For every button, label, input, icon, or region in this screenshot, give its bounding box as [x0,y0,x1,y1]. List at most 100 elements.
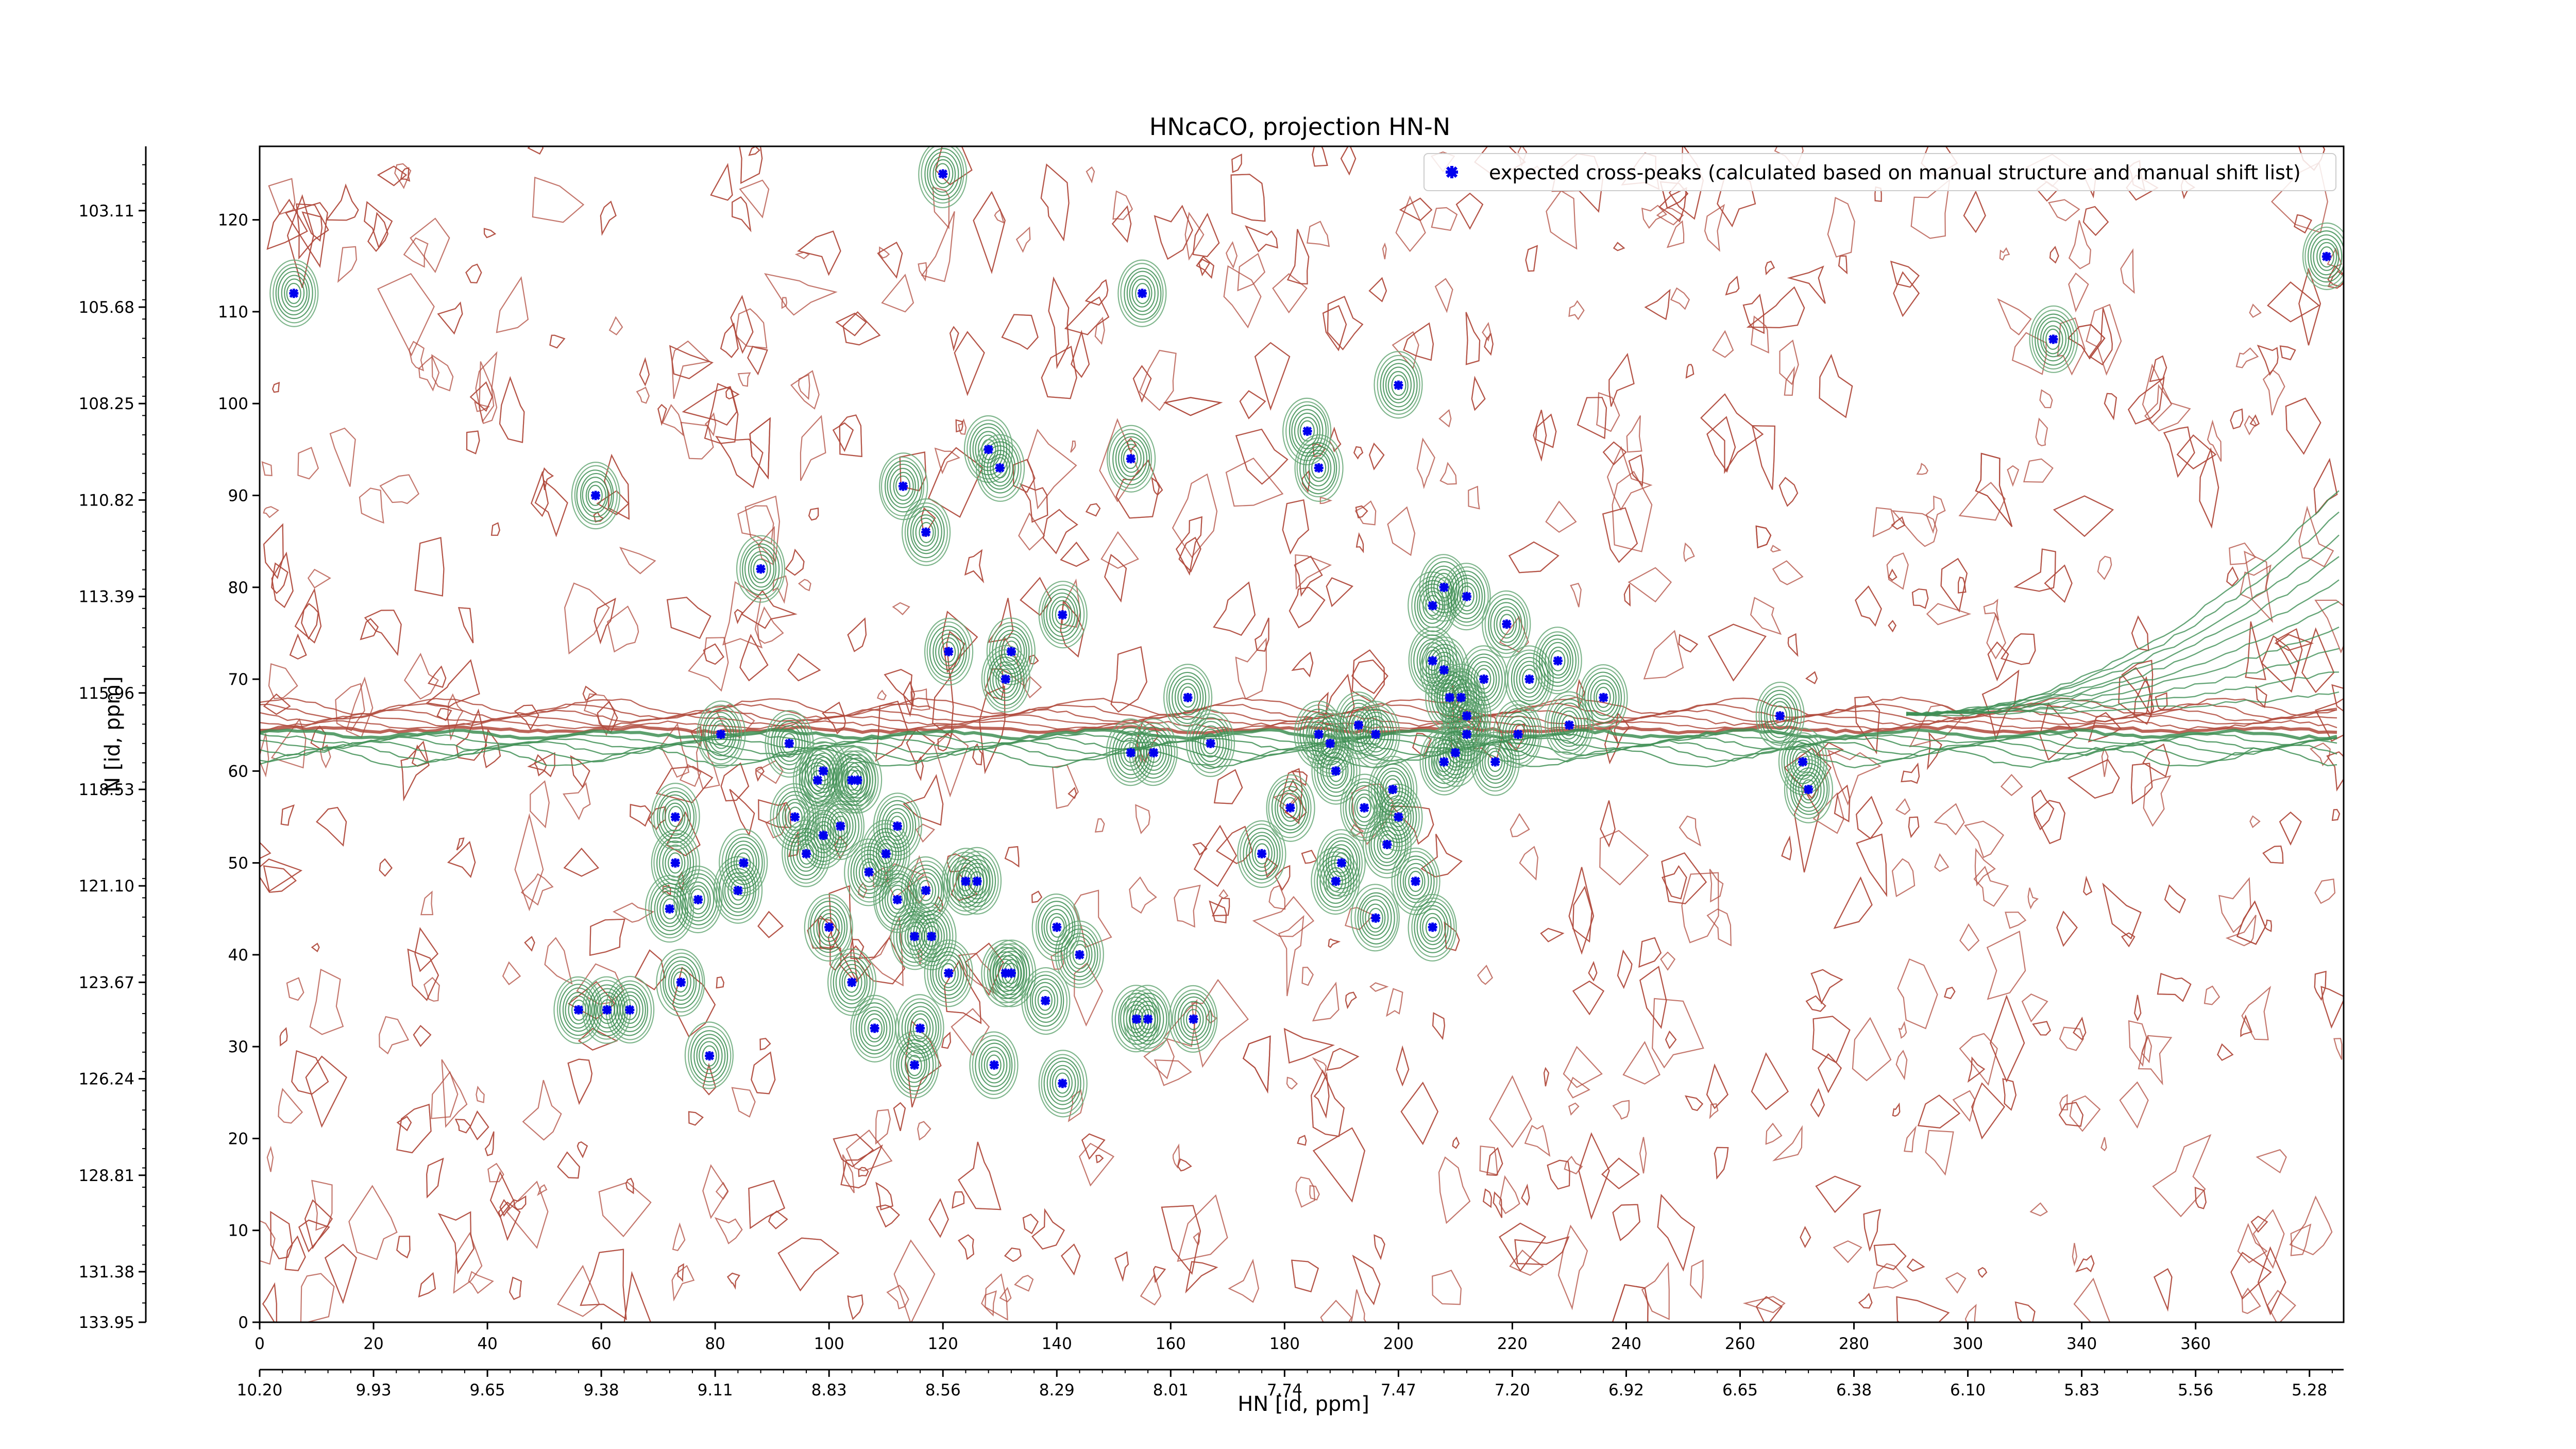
x-tick-label: 20 [363,1335,383,1353]
x-tick-label: 260 [1725,1335,1755,1353]
cross-peak-marker [984,445,993,454]
cross-peak-marker [733,886,743,896]
x-ppm-tick-label: 9.11 [698,1381,733,1400]
cross-peak-marker [1041,996,1050,1005]
x-axis-label: HN [id, ppm] [1238,1392,1369,1416]
cross-peak-marker [1394,380,1403,390]
x-ppm-tick-label: 8.83 [811,1381,847,1400]
cross-peak-marker [1189,1014,1198,1024]
legend-label: expected cross-peaks (calculated based o… [1489,161,2301,184]
cross-peak-markers [289,169,2331,1088]
cross-peak-marker [1331,766,1341,776]
x-ppm-tick-label: 8.29 [1039,1381,1075,1400]
x-ppm-tick-label: 6.92 [1608,1381,1644,1400]
cross-peak-marker [739,858,749,868]
y-axis-label: N [id, ppm] [101,676,125,793]
cross-peak-marker [1183,693,1193,702]
cross-peak-marker [1126,454,1136,464]
y-ppm-tick-label: 115.96 [79,684,134,703]
x-ppm-tick-label: 8.56 [925,1381,961,1400]
cross-peak-marker [670,812,680,822]
x-tick-label: 160 [1156,1335,1186,1353]
cross-peak-marker [705,1051,715,1060]
cross-peak-marker [1075,950,1084,959]
cross-peak-marker [1058,1079,1067,1088]
cross-peak-marker [1456,693,1466,702]
cross-peak-marker [921,886,931,896]
cross-peak-marker [864,867,874,877]
x-ppm-tick-label: 7.20 [1495,1381,1530,1400]
cross-peak-marker [1490,757,1500,767]
x-ppm-tick-label: 6.65 [1722,1381,1758,1400]
y-axis-ppm: 103.11 105.68 108.25 110.82 113.39 115.96 118.… [79,146,147,1332]
x-ppm-tick-label: 5.56 [2178,1381,2213,1400]
x-axis-index: 0 20 40 60 80 100 120 140 160 180 200 220 240 260 280 3… [255,1322,2211,1353]
legend-marker [1446,166,1458,178]
y-ppm-tick-label: 103.11 [79,202,134,221]
cross-peak-marker [1001,968,1010,978]
y-axis-index: 0 10 20 30 40 50 60 70 80 90 100 110 120 [218,211,260,1332]
x-ppm-tick-label: 6.38 [1836,1381,1872,1400]
y-ppm-tick-label: 118.53 [79,781,134,799]
cross-peak-marker [972,877,982,886]
cross-peak-marker [1599,693,1608,702]
x-ppm-tick-label: 5.83 [2064,1381,2099,1400]
cross-peak-marker [573,1005,583,1015]
cross-peak-marker [1325,738,1335,748]
cross-peak-marker [989,1060,999,1070]
cross-peak-marker [1126,748,1136,757]
cross-peak-marker [1143,1014,1153,1024]
cross-peak-marker [910,1060,919,1070]
cross-peak-marker [1206,738,1215,748]
cross-peak-marker [836,821,845,831]
y-ppm-tick-label: 110.82 [79,491,134,510]
cross-peak-marker [995,463,1005,473]
cross-peak-marker [1462,711,1471,721]
x-ppm-tick-label: 5.28 [2292,1381,2327,1400]
y-ppm-tick-label: 126.24 [79,1070,134,1089]
cross-peak-marker [1257,849,1267,858]
y-tick-label: 70 [228,670,248,689]
cross-peak-marker [813,776,823,785]
cross-peak-marker [289,289,299,298]
cross-peak-marker [1524,675,1534,684]
y-ppm-tick-label: 128.81 [79,1167,134,1185]
x-tick-label: 100 [814,1335,844,1353]
cross-peak-marker [591,491,601,500]
x-axis-ppm: 10.20 9.93 9.65 9.38 9.11 8.83 8.56 8.29 8.01 7.7… [237,1369,2344,1400]
cross-peak-marker [892,821,902,831]
y-tick-label: 90 [228,486,248,505]
cross-peak-marker [927,932,937,941]
cross-peak-marker [1006,968,1016,978]
cross-peak-marker [1058,610,1067,620]
cross-peak-marker [1371,913,1381,923]
cross-peak-marker [1371,730,1381,739]
legend: expected cross-peaks (calculated based o… [1423,153,2336,191]
cross-peak-marker [1462,730,1471,739]
cross-peak-marker [1360,803,1369,813]
cross-peak-marker [676,978,686,987]
cross-peak-marker [625,1005,635,1015]
y-tick-label: 20 [228,1130,248,1148]
cross-peak-marker [756,564,766,574]
cross-peak-marker [1138,289,1147,298]
cross-peak-marker [1439,582,1449,592]
chart-title: HNcaCO, projection HN-N [1149,113,1450,141]
cross-peak-marker [1428,656,1437,666]
cross-peak-marker [819,831,828,840]
x-tick-label: 300 [1953,1335,1983,1353]
cross-peak-marker [1331,877,1341,886]
x-ppm-tick-label: 10.20 [237,1381,283,1400]
cross-peak-marker [1314,730,1324,739]
cross-peak-marker [910,932,919,941]
cross-peak-marker [944,647,954,656]
cross-peak-marker [1428,922,1437,932]
x-tick-label: 120 [928,1335,958,1353]
cross-peak-marker [921,527,931,537]
x-tick-label: 140 [1042,1335,1072,1353]
cross-peak-marker [693,895,703,904]
x-ppm-tick-label: 9.93 [356,1381,392,1400]
cross-peak-marker [916,1023,925,1033]
cross-peak-marker [1513,730,1523,739]
cross-peak-marker [1132,1014,1141,1024]
